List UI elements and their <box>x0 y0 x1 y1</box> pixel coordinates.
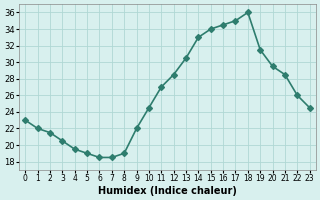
X-axis label: Humidex (Indice chaleur): Humidex (Indice chaleur) <box>98 186 237 196</box>
